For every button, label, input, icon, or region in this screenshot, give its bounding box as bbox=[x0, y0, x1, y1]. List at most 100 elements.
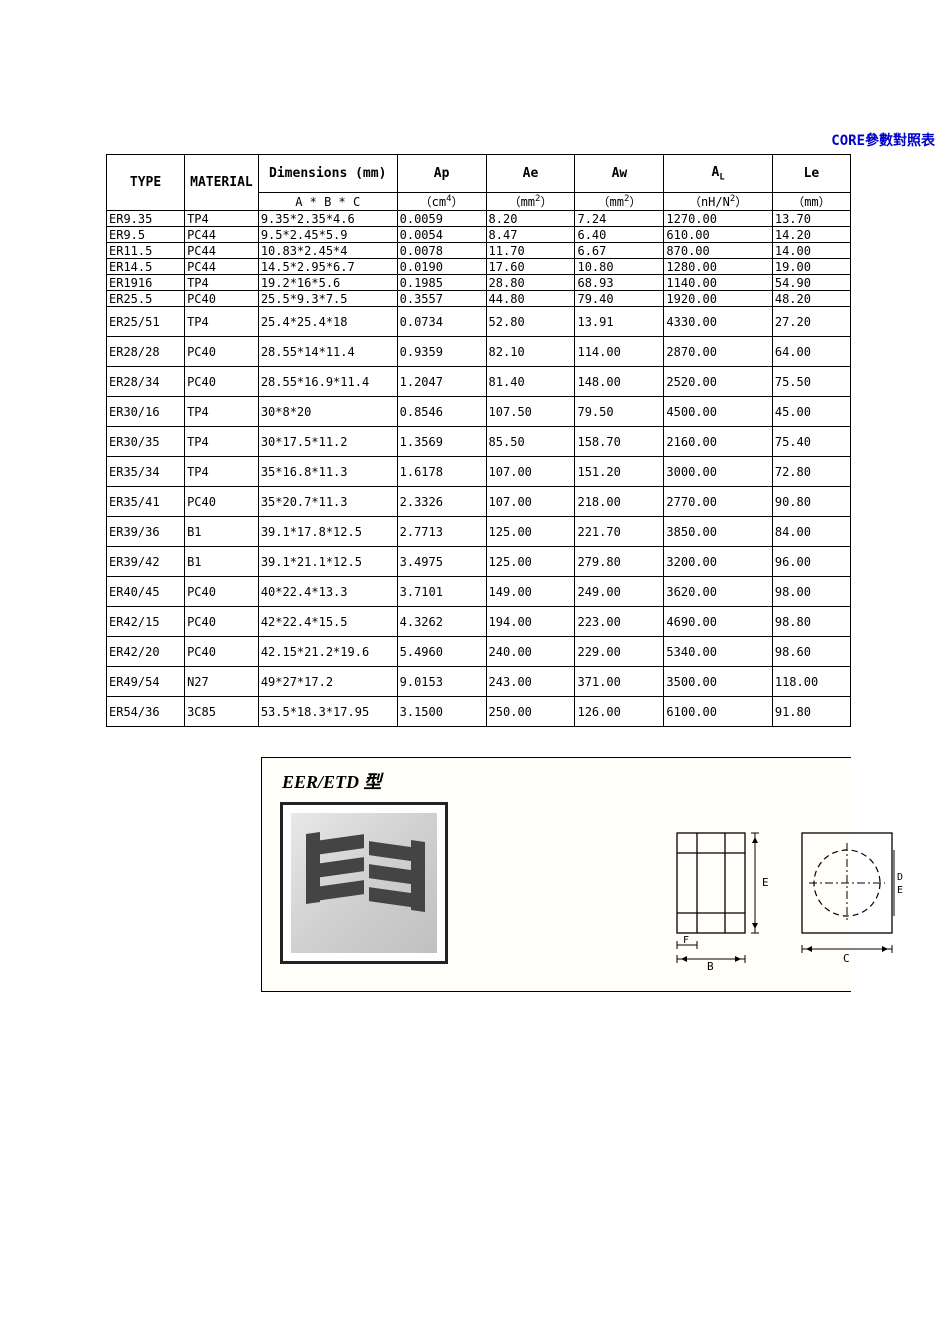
cell-aw: 151.20 bbox=[575, 457, 664, 487]
core-photo-frame bbox=[280, 802, 448, 964]
cell-type: ER28/28 bbox=[107, 337, 185, 367]
cell-ae: 250.00 bbox=[486, 697, 575, 727]
cell-ae: 243.00 bbox=[486, 667, 575, 697]
cell-material: B1 bbox=[185, 517, 259, 547]
cell-dim: 39.1*17.8*12.5 bbox=[258, 517, 397, 547]
cell-al: 6100.00 bbox=[664, 697, 772, 727]
cell-dim: 42*22.4*15.5 bbox=[258, 607, 397, 637]
cell-type: ER54/36 bbox=[107, 697, 185, 727]
cell-le: 98.00 bbox=[772, 577, 850, 607]
cell-le: 84.00 bbox=[772, 517, 850, 547]
cell-aw: 10.80 bbox=[575, 259, 664, 275]
cell-ae: 52.80 bbox=[486, 307, 575, 337]
cell-le: 48.20 bbox=[772, 291, 850, 307]
cell-aw: 218.00 bbox=[575, 487, 664, 517]
cell-type: ER39/42 bbox=[107, 547, 185, 577]
cell-ae: 125.00 bbox=[486, 547, 575, 577]
cell-type: ER42/15 bbox=[107, 607, 185, 637]
cell-ap: 5.4960 bbox=[397, 637, 486, 667]
table-row: ER54/363C8553.5*18.3*17.953.1500250.0012… bbox=[107, 697, 851, 727]
header-row: TYPE MATERIAL Dimensions (mm) Ap Ae Aw A… bbox=[107, 155, 851, 193]
cell-le: 96.00 bbox=[772, 547, 850, 577]
cell-ap: 3.4975 bbox=[397, 547, 486, 577]
core-photo bbox=[291, 813, 437, 953]
cell-ae: 44.80 bbox=[486, 291, 575, 307]
diagram-panel: EER/ETD 型 E bbox=[261, 757, 851, 992]
cell-ap: 0.0734 bbox=[397, 307, 486, 337]
dim-label-d: D bbox=[897, 872, 903, 883]
cell-le: 19.00 bbox=[772, 259, 850, 275]
table-row: ER35/41PC4035*20.7*11.32.3326107.00218.0… bbox=[107, 487, 851, 517]
cell-ap: 0.0190 bbox=[397, 259, 486, 275]
th-al: AL bbox=[664, 155, 772, 193]
cell-material: PC40 bbox=[185, 367, 259, 397]
cell-material: TP4 bbox=[185, 427, 259, 457]
th-ae: Ae bbox=[486, 155, 575, 193]
cell-ae: 82.10 bbox=[486, 337, 575, 367]
cell-dim: 49*27*17.2 bbox=[258, 667, 397, 697]
cell-material: PC40 bbox=[185, 637, 259, 667]
cell-ae: 240.00 bbox=[486, 637, 575, 667]
cell-al: 2870.00 bbox=[664, 337, 772, 367]
th-type: TYPE bbox=[107, 155, 185, 211]
sub-aw: （mm2） bbox=[575, 193, 664, 211]
cell-material: N27 bbox=[185, 667, 259, 697]
dim-label-e2: E bbox=[897, 885, 903, 896]
cell-type: ER49/54 bbox=[107, 667, 185, 697]
th-ap: Ap bbox=[397, 155, 486, 193]
cell-le: 14.00 bbox=[772, 243, 850, 259]
cell-le: 91.80 bbox=[772, 697, 850, 727]
cell-al: 4690.00 bbox=[664, 607, 772, 637]
table-row: ER42/15PC4042*22.4*15.54.3262194.00223.0… bbox=[107, 607, 851, 637]
cell-ap: 1.6178 bbox=[397, 457, 486, 487]
page-title: CORE參數對照表 bbox=[106, 130, 935, 150]
cell-type: ER14.5 bbox=[107, 259, 185, 275]
cell-ae: 8.20 bbox=[486, 211, 575, 227]
cell-le: 98.60 bbox=[772, 637, 850, 667]
cell-dim: 30*8*20 bbox=[258, 397, 397, 427]
cell-ae: 81.40 bbox=[486, 367, 575, 397]
cell-ap: 3.7101 bbox=[397, 577, 486, 607]
cell-ae: 28.80 bbox=[486, 275, 575, 291]
cell-type: ER28/34 bbox=[107, 367, 185, 397]
cell-material: B1 bbox=[185, 547, 259, 577]
cell-aw: 279.80 bbox=[575, 547, 664, 577]
cell-al: 2160.00 bbox=[664, 427, 772, 457]
cell-type: ER25.5 bbox=[107, 291, 185, 307]
cell-material: PC44 bbox=[185, 243, 259, 259]
cell-al: 2520.00 bbox=[664, 367, 772, 397]
dim-label-f: F bbox=[683, 935, 689, 946]
cell-al: 1920.00 bbox=[664, 291, 772, 307]
cell-le: 98.80 bbox=[772, 607, 850, 637]
cell-al: 3200.00 bbox=[664, 547, 772, 577]
cell-le: 64.00 bbox=[772, 337, 850, 367]
cell-material: TP4 bbox=[185, 397, 259, 427]
th-material: MATERIAL bbox=[185, 155, 259, 211]
cell-al: 4500.00 bbox=[664, 397, 772, 427]
cell-le: 118.00 bbox=[772, 667, 850, 697]
th-dimensions: Dimensions (mm) bbox=[258, 155, 397, 193]
cell-type: ER35/41 bbox=[107, 487, 185, 517]
cell-le: 75.40 bbox=[772, 427, 850, 457]
table-row: ER1916TP419.2*16*5.60.198528.8068.931140… bbox=[107, 275, 851, 291]
cell-al: 3500.00 bbox=[664, 667, 772, 697]
cell-dim: 10.83*2.45*4 bbox=[258, 243, 397, 259]
cell-le: 27.20 bbox=[772, 307, 850, 337]
cell-dim: 9.35*2.35*4.6 bbox=[258, 211, 397, 227]
cell-aw: 7.24 bbox=[575, 211, 664, 227]
cell-dim: 42.15*21.2*19.6 bbox=[258, 637, 397, 667]
sub-al: （nH/N2） bbox=[664, 193, 772, 211]
cell-type: ER42/20 bbox=[107, 637, 185, 667]
cell-le: 54.90 bbox=[772, 275, 850, 291]
cell-dim: 39.1*21.1*12.5 bbox=[258, 547, 397, 577]
cell-dim: 9.5*2.45*5.9 bbox=[258, 227, 397, 243]
cell-aw: 79.50 bbox=[575, 397, 664, 427]
cell-dim: 19.2*16*5.6 bbox=[258, 275, 397, 291]
cell-ae: 107.50 bbox=[486, 397, 575, 427]
cell-le: 13.70 bbox=[772, 211, 850, 227]
cell-ap: 0.0078 bbox=[397, 243, 486, 259]
sub-ap: （cm4） bbox=[397, 193, 486, 211]
cell-material: PC40 bbox=[185, 487, 259, 517]
cell-aw: 229.00 bbox=[575, 637, 664, 667]
cell-dim: 14.5*2.95*6.7 bbox=[258, 259, 397, 275]
